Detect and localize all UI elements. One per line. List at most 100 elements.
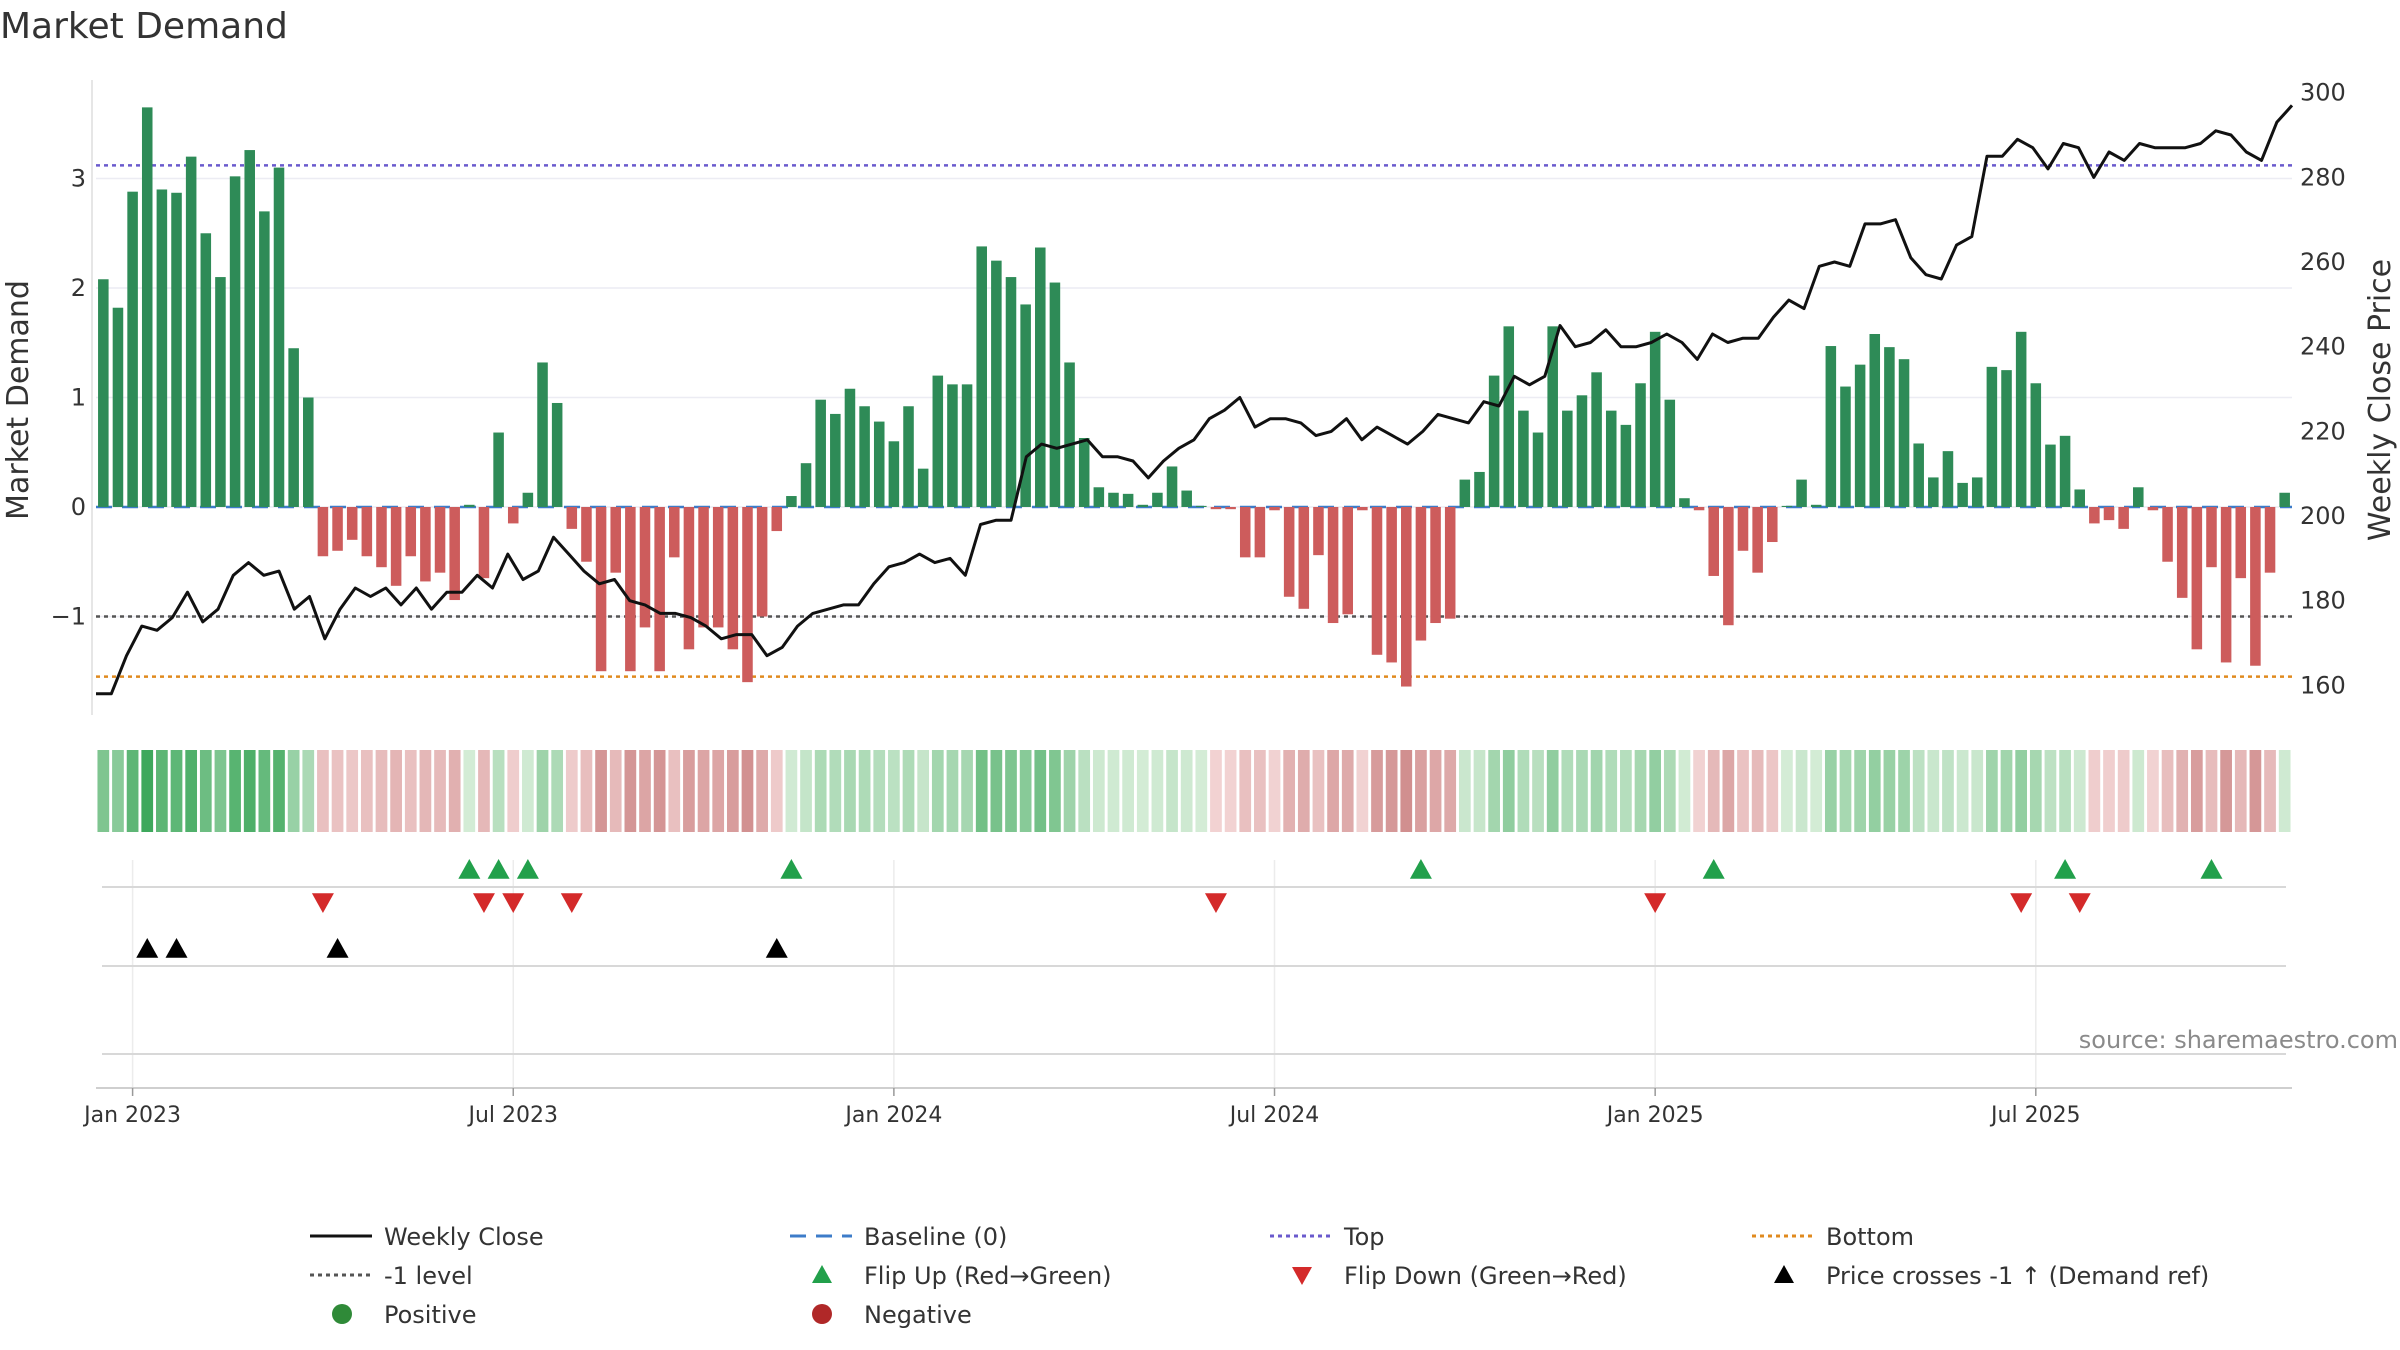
heat-cell [639, 750, 651, 832]
heat-cell [1795, 750, 1808, 832]
heat-cell [1356, 750, 1369, 832]
y-axis-ticks: 3 2 1 0 −1 [51, 165, 86, 631]
heat-cell [97, 750, 110, 832]
heat-cell [1942, 750, 1954, 832]
heat-cell [1283, 750, 1296, 832]
positive-demand-bar [1635, 383, 1646, 507]
negative-demand-bar [2250, 506, 2261, 666]
positive-demand-bar [259, 211, 270, 507]
negative-demand-bar [478, 506, 490, 579]
positive-demand-bar [800, 463, 812, 507]
positive-demand-bar [303, 397, 314, 507]
positive-demand-bar [1474, 471, 1485, 507]
heat-cell [1649, 750, 1662, 832]
positive-demand-bar [127, 191, 138, 507]
positive-demand-bar [1825, 346, 1837, 507]
legend-label: Baseline (0) [864, 1223, 1007, 1251]
heat-cell [156, 750, 168, 832]
demand-bars [98, 107, 2290, 687]
legend-label: Flip Down (Green→Red) [1344, 1262, 1627, 1290]
heat-cell [1005, 750, 1017, 832]
y2-axis-ticks: 300 280 260 240 220 200 180 160 [2300, 79, 2346, 700]
heat-cell [1751, 750, 1764, 832]
positive-demand-bar [1152, 492, 1163, 507]
negative-demand-bar [1693, 506, 1705, 511]
positive-demand-bar [873, 421, 885, 507]
negative-demand-bar [2118, 506, 2129, 529]
heat-cell [1078, 750, 1091, 832]
negative-demand-bar [2162, 506, 2173, 562]
legend-label: Negative [864, 1301, 972, 1329]
heat-cell [287, 750, 300, 832]
heat-cell [375, 750, 388, 832]
heat-cell [844, 750, 856, 832]
negative-demand-bar [449, 506, 460, 601]
positive-demand-bar [917, 468, 929, 507]
negative-demand-bar [2103, 506, 2115, 521]
heat-cell [1956, 750, 1969, 832]
heat-cell [2088, 750, 2101, 832]
negative-demand-bar [1708, 506, 1719, 576]
positive-demand-bar [244, 150, 255, 507]
x-tick-label: Jan 2023 [82, 1103, 181, 1128]
heat-cell [1444, 750, 1457, 832]
heat-cell [2117, 750, 2130, 832]
source-credit: source: sharemaestro.com [2079, 1026, 2398, 1054]
positive-demand-bar [1986, 366, 1998, 507]
positive-demand-bar [171, 192, 182, 507]
heat-cell [317, 750, 329, 832]
negative-demand-bar [405, 506, 417, 557]
reference-lines [96, 164, 2292, 678]
positive-demand-bar [1957, 482, 1968, 507]
positive-demand-bar [1122, 493, 1134, 507]
y-tick-label: 1 [71, 384, 86, 412]
positive-demand-bar [2074, 489, 2085, 507]
heat-cell [1927, 750, 1940, 832]
flip-up-marker [2054, 859, 2077, 879]
negative-demand-bar [332, 506, 343, 551]
heat-cell [185, 750, 198, 832]
positive-demand-bar [1532, 432, 1544, 507]
positive-demand-bar [1093, 487, 1105, 507]
positive-demand-bar [1913, 443, 1924, 507]
negative-demand-bar [595, 506, 607, 672]
negative-demand-bar [1752, 506, 1763, 573]
heat-cell [1019, 750, 1032, 832]
negative-demand-bar [1342, 506, 1353, 615]
legend-item: Positive [332, 1301, 477, 1329]
positive-demand-bar [786, 496, 797, 507]
heat-cell [1546, 750, 1559, 832]
positive-demand-bar [1547, 326, 1558, 507]
positive-demand-bar [112, 307, 124, 507]
negative-demand-bar [376, 506, 387, 568]
heat-cell [1268, 750, 1281, 832]
heat-cell [2176, 750, 2189, 832]
heat-cell [1297, 750, 1310, 832]
heat-cell [565, 750, 578, 832]
negative-demand-bar [756, 506, 768, 617]
heat-cell [2132, 750, 2145, 832]
heat-cell [2234, 750, 2247, 832]
positive-demand-bar [1620, 424, 1632, 507]
positive-demand-bar [1840, 386, 1851, 507]
heat-cell [609, 750, 622, 832]
negative-demand-bar [434, 506, 446, 573]
legend: Weekly Close Baseline (0) Top Bottom -1 leve… [310, 1223, 2209, 1329]
positive-demand-bar [156, 189, 168, 507]
legend-swatch [1774, 1265, 1794, 1283]
negative-demand-bar [2206, 506, 2217, 568]
grid-lines [91, 80, 2292, 1088]
legend-item: Baseline (0) [790, 1223, 1007, 1251]
heat-cell [419, 750, 432, 832]
heat-cell [683, 750, 695, 832]
flip-up-marker [2200, 859, 2223, 879]
heat-cell [1415, 750, 1427, 832]
positive-demand-bar [493, 432, 504, 507]
negative-demand-bar [1327, 506, 1339, 624]
negative-demand-bar [581, 506, 592, 562]
heat-cell [1151, 750, 1164, 832]
negative-demand-bar [669, 506, 680, 558]
heat-cell [931, 750, 944, 832]
negative-demand-bar [683, 506, 695, 650]
heat-cell [1737, 750, 1749, 832]
